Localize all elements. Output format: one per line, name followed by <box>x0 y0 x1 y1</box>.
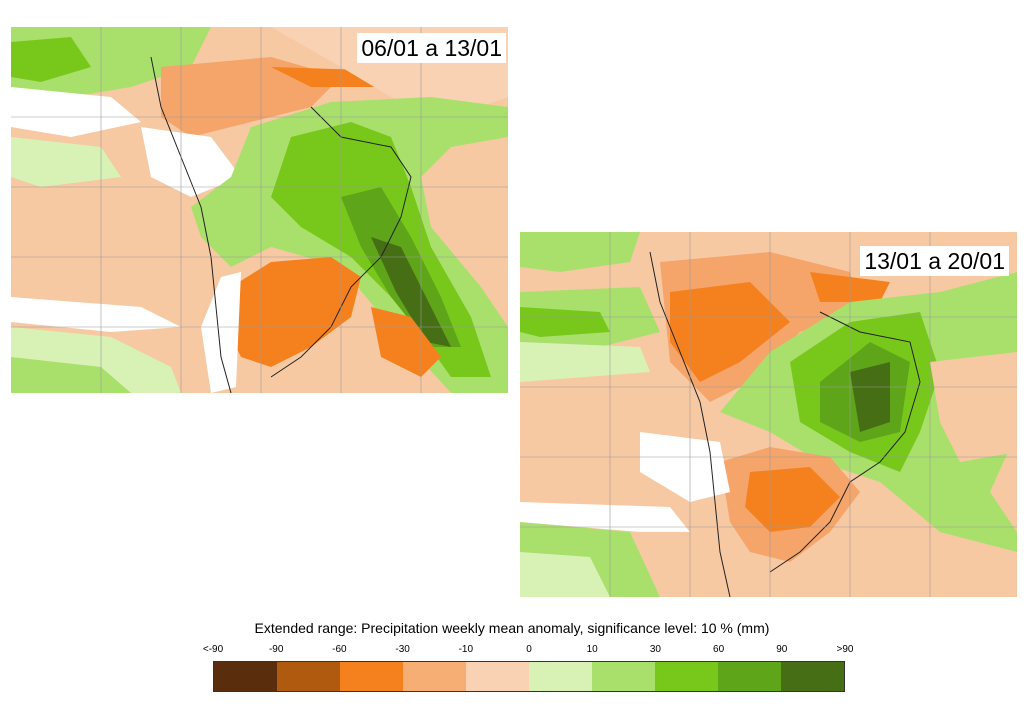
anomaly-region <box>850 362 890 432</box>
coastline <box>649 251 731 597</box>
legend-title: Extended range: Precipitation weekly mea… <box>254 620 770 636</box>
anomaly-map-2 <box>520 232 1017 597</box>
anomaly-region <box>745 467 840 532</box>
legend-ticks: <-90 -90 -60 -30 -10 0 10 30 60 90 >90 <box>0 644 1024 658</box>
coastline <box>769 311 921 573</box>
legend-tick-label: >90 <box>836 644 854 655</box>
legend-swatch <box>214 662 277 691</box>
anomaly-region <box>520 552 610 597</box>
legend-swatch <box>340 662 403 691</box>
legend-swatch <box>277 662 340 691</box>
anomaly-region <box>371 307 441 377</box>
legend-swatch <box>655 662 718 691</box>
legend-swatch <box>403 662 466 691</box>
legend-tick-label: -90 <box>268 644 284 655</box>
anomaly-region <box>520 307 610 337</box>
legend-tick-label: -30 <box>395 644 410 655</box>
anomaly-map-1 <box>11 27 508 393</box>
anomaly-region <box>930 352 1017 462</box>
anomaly-region <box>11 37 91 82</box>
coastline <box>150 56 232 393</box>
legend-tick-label: 90 <box>776 644 788 655</box>
anomaly-region <box>670 282 790 382</box>
legend-tick-label: 60 <box>713 644 725 655</box>
legend-swatch <box>781 662 844 691</box>
anomaly-region <box>371 237 451 347</box>
anomaly-region <box>520 502 690 532</box>
map-panel-week-1: 06/01 a 13/01 <box>11 27 508 393</box>
anomaly-region <box>226 257 361 367</box>
legend-tick-label: 30 <box>649 644 661 655</box>
legend-swatch <box>529 662 592 691</box>
anomaly-region <box>201 272 241 393</box>
color-scale-bar <box>213 661 845 692</box>
period-label-2: 13/01 a 20/01 <box>860 246 1009 276</box>
map-panel-week-2: 13/01 a 20/01 <box>520 232 1017 597</box>
anomaly-region <box>141 127 241 197</box>
legend-swatch <box>592 662 655 691</box>
anomaly-region <box>11 137 121 187</box>
anomaly-region <box>640 432 730 502</box>
legend-tick-label: 10 <box>586 644 598 655</box>
legend-swatch <box>466 662 529 691</box>
legend-tick-label: -10 <box>458 644 474 655</box>
anomaly-region <box>11 297 181 332</box>
legend-tick-label: -60 <box>332 644 347 655</box>
period-label-1: 06/01 a 13/01 <box>357 33 506 63</box>
anomaly-region <box>520 342 650 382</box>
map-grid <box>11 27 508 393</box>
map-grid <box>520 232 1017 597</box>
legend-tick-label: 0 <box>526 644 532 655</box>
coastline <box>270 106 412 378</box>
anomaly-region <box>11 87 141 137</box>
legend-tick-label: <-90 <box>202 644 224 655</box>
legend-swatch <box>718 662 781 691</box>
